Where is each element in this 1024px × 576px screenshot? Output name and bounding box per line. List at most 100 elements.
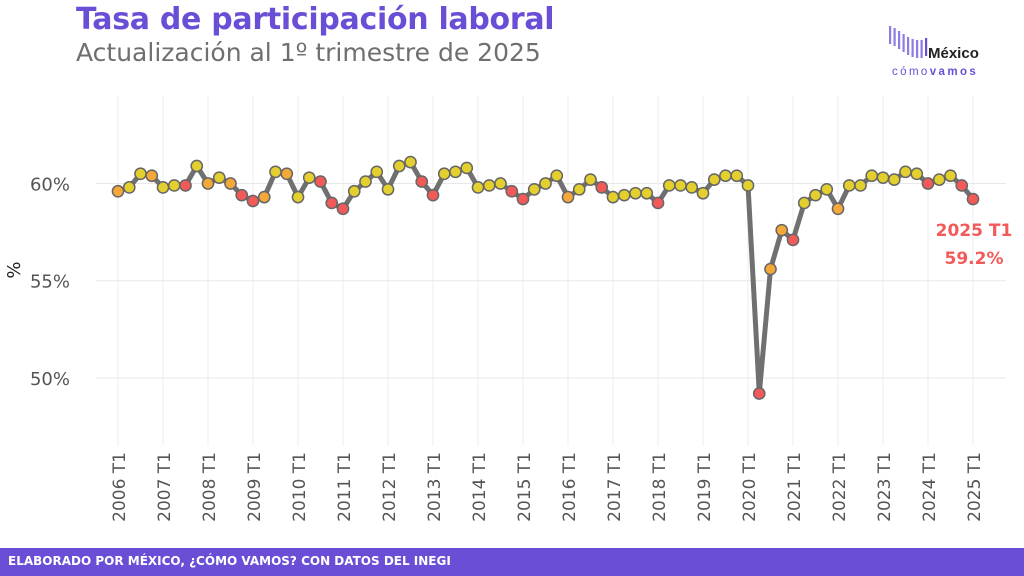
data-point bbox=[752, 387, 766, 400]
data-point bbox=[516, 192, 530, 206]
data-point bbox=[629, 186, 642, 200]
data-point bbox=[404, 155, 417, 169]
data-point bbox=[201, 177, 215, 190]
data-point bbox=[314, 175, 327, 188]
data-point bbox=[246, 194, 260, 208]
data-point bbox=[685, 181, 699, 194]
x-tick-label: 2007 T1 bbox=[155, 452, 175, 522]
x-tick-label: 2008 T1 bbox=[200, 452, 220, 522]
data-point bbox=[179, 179, 192, 192]
data-point bbox=[111, 184, 125, 198]
data-point bbox=[167, 179, 181, 192]
data-point bbox=[730, 169, 744, 183]
data-point bbox=[460, 161, 474, 175]
x-tick-label: 2012 T1 bbox=[380, 452, 400, 522]
markers-layer bbox=[111, 155, 980, 400]
data-point bbox=[291, 190, 305, 204]
data-point bbox=[224, 177, 237, 190]
annotation: 2025 T1 59.2% bbox=[936, 221, 1013, 269]
chart-title: Tasa de participación laboral bbox=[76, 2, 555, 37]
data-point bbox=[156, 181, 170, 194]
data-point bbox=[921, 177, 935, 190]
x-tick-label: 2013 T1 bbox=[425, 452, 445, 522]
data-point bbox=[887, 173, 901, 186]
x-tick-label: 2010 T1 bbox=[290, 452, 310, 522]
x-tick-label: 2023 T1 bbox=[875, 452, 895, 522]
data-point bbox=[617, 188, 631, 202]
data-point bbox=[426, 188, 440, 202]
x-tick-label: 2020 T1 bbox=[740, 452, 760, 522]
annotation-label: 2025 T1 bbox=[936, 221, 1013, 241]
x-tick-label: 2024 T1 bbox=[920, 452, 940, 522]
data-point bbox=[876, 171, 890, 185]
data-point bbox=[336, 202, 350, 216]
data-point bbox=[775, 223, 789, 237]
data-point bbox=[257, 190, 271, 204]
data-point bbox=[527, 182, 541, 196]
data-point bbox=[719, 169, 732, 183]
x-tick-label: 2016 T1 bbox=[560, 452, 580, 522]
x-tick-label: 2021 T1 bbox=[785, 452, 805, 522]
axes: 50% 55% 60% 2006 T1 2007 T1 2008 T1 2009 T1 201… bbox=[4, 175, 985, 522]
data-point bbox=[797, 196, 811, 210]
x-tick-label: 2025 T1 bbox=[965, 452, 985, 522]
data-point bbox=[955, 179, 969, 192]
data-point bbox=[392, 159, 406, 173]
data-point bbox=[910, 167, 924, 181]
data-point bbox=[842, 179, 856, 192]
chart-subtitle: Actualización al 1º trimestre de 2025 bbox=[76, 38, 541, 67]
data-point bbox=[584, 173, 597, 186]
data-point bbox=[212, 171, 226, 185]
data-point bbox=[381, 182, 395, 196]
x-tick-label: 2018 T1 bbox=[650, 452, 670, 522]
grid-lines bbox=[96, 96, 1006, 446]
data-point bbox=[325, 196, 339, 210]
data-point bbox=[741, 179, 755, 192]
x-tick-label: 2015 T1 bbox=[515, 452, 535, 522]
data-point bbox=[640, 186, 654, 200]
logo-tagline: cómovamos bbox=[892, 66, 979, 78]
data-point bbox=[235, 188, 249, 202]
y-tick-label: 55% bbox=[30, 272, 70, 293]
x-tick-label: 2006 T1 bbox=[110, 452, 130, 522]
data-point bbox=[606, 190, 620, 204]
logo-bars-icon bbox=[889, 26, 928, 58]
data-point bbox=[539, 177, 552, 190]
data-point bbox=[831, 202, 845, 216]
footer-source-text: ELABORADO POR MÉXICO, ¿CÓMO VAMOS? CON D… bbox=[8, 554, 451, 568]
data-point bbox=[280, 167, 294, 181]
x-tick-label: 2009 T1 bbox=[245, 452, 265, 522]
x-tick-label: 2011 T1 bbox=[335, 452, 355, 522]
data-point bbox=[809, 188, 822, 202]
x-tick-label: 2017 T1 bbox=[605, 452, 625, 522]
data-point bbox=[494, 177, 507, 190]
data-point bbox=[482, 179, 496, 192]
data-point bbox=[347, 184, 361, 198]
logo-wordmark: México bbox=[928, 45, 979, 62]
data-point bbox=[820, 182, 834, 196]
data-point bbox=[302, 171, 316, 185]
data-point bbox=[966, 192, 980, 206]
data-point bbox=[764, 262, 777, 276]
x-tick-label: 2019 T1 bbox=[695, 452, 715, 522]
data-point bbox=[595, 181, 609, 194]
data-point bbox=[854, 179, 867, 192]
data-point bbox=[359, 175, 372, 188]
data-point bbox=[415, 175, 429, 188]
data-point bbox=[122, 181, 136, 194]
data-point bbox=[437, 167, 451, 181]
annotation-value: 59.2% bbox=[945, 249, 1004, 269]
data-point bbox=[651, 196, 665, 210]
y-tick-label: 50% bbox=[30, 369, 70, 390]
data-point bbox=[190, 159, 204, 173]
y-axis-title: % bbox=[4, 261, 25, 278]
mexico-como-vamos-logo: México cómovamos bbox=[888, 22, 1008, 84]
data-point bbox=[449, 165, 462, 179]
line-chart: 50% 55% 60% 2006 T1 2007 T1 2008 T1 2009 T1 201… bbox=[4, 96, 1013, 522]
data-point bbox=[572, 182, 586, 196]
x-tick-label: 2014 T1 bbox=[470, 452, 490, 522]
data-point bbox=[662, 179, 676, 192]
data-point bbox=[370, 165, 384, 179]
data-point bbox=[134, 167, 147, 181]
data-point bbox=[944, 169, 957, 183]
